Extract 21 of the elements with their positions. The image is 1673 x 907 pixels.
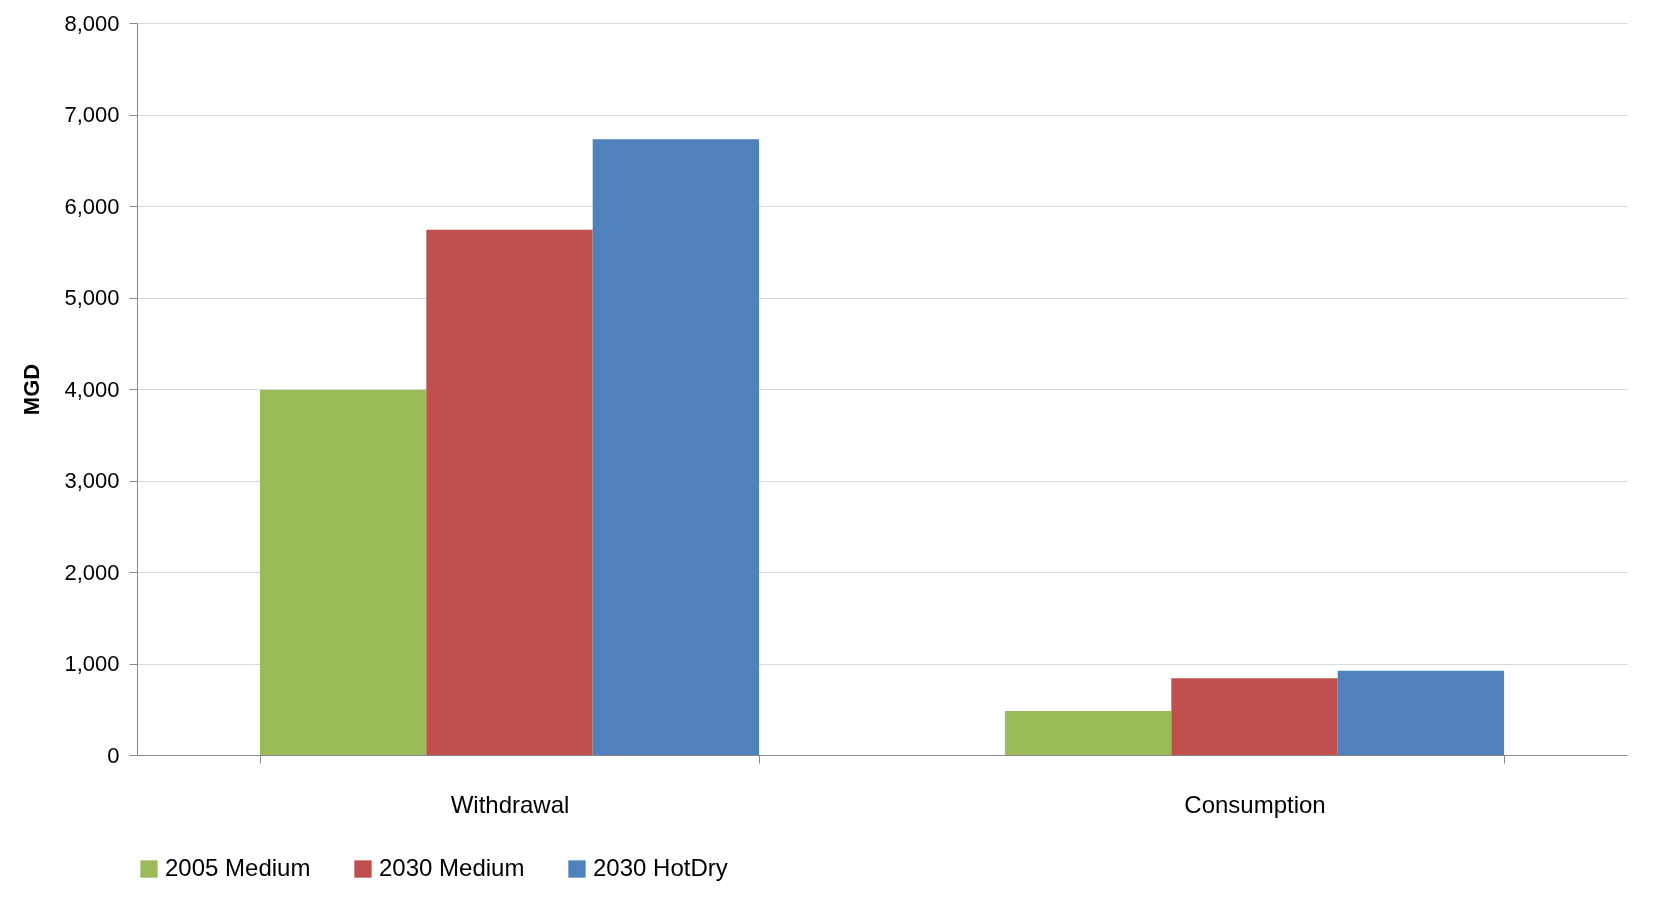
legend-label: 2030 Medium bbox=[379, 854, 525, 881]
bar bbox=[1337, 670, 1505, 755]
y-axis-title: MGD bbox=[19, 363, 45, 416]
bar bbox=[1004, 711, 1172, 755]
legend-label: 2005 Medium bbox=[165, 854, 311, 881]
legend-label: 2030 HotDry bbox=[593, 854, 728, 881]
bar bbox=[259, 389, 427, 755]
y-tick-label: 5,000 bbox=[64, 285, 120, 310]
y-tick-label: 2,000 bbox=[64, 559, 120, 585]
bar bbox=[1171, 678, 1338, 755]
y-tick-label: 4,000 bbox=[64, 376, 120, 402]
y-tick-label: 6,000 bbox=[64, 193, 120, 219]
x-tick-label: Withdrawal bbox=[450, 790, 570, 818]
y-tick-label: 3,000 bbox=[64, 468, 120, 493]
y-tick-label: 0 bbox=[107, 742, 120, 768]
y-tick-label: 8,000 bbox=[64, 10, 120, 36]
x-tick-label: Consumption bbox=[1184, 790, 1326, 818]
y-tick-label: 1,000 bbox=[64, 651, 120, 676]
bar bbox=[592, 139, 760, 755]
y-tick-label: 7,000 bbox=[64, 102, 120, 127]
bar bbox=[426, 229, 593, 755]
